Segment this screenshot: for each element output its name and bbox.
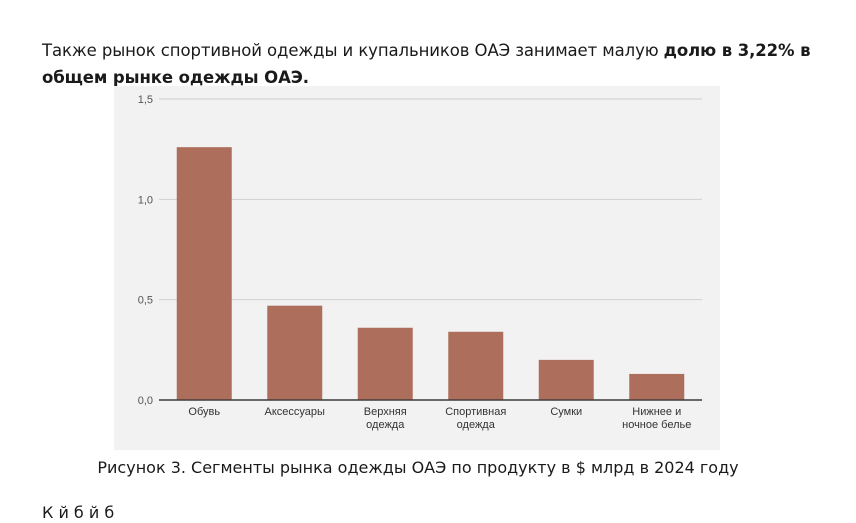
bar-4 — [448, 331, 504, 400]
x-tick-label: Верхняя одежда — [364, 406, 407, 431]
x-tick-label-line: Верхняя — [364, 406, 407, 418]
x-tick-label: Спортивная одежда — [445, 406, 506, 431]
x-tick-label: Сумки — [550, 406, 582, 418]
cut-off-text-line: К й б й б — [42, 503, 442, 523]
x-tick-label-line: Нижнее и — [632, 406, 681, 418]
y-tick-label: 0,5 — [138, 295, 153, 307]
bar-5 — [538, 359, 594, 400]
x-tick-label-line: Спортивная — [445, 406, 506, 418]
bar-1 — [176, 147, 232, 400]
bar-2 — [267, 305, 323, 400]
y-tick-label: 0,0 — [138, 395, 153, 407]
bar-6 — [629, 373, 685, 400]
intro-paragraph: Также рынок спортивной одежды и купальни… — [42, 37, 812, 91]
x-tick-label-line: одежда — [366, 419, 405, 431]
x-tick-label: Обувь — [188, 406, 220, 418]
x-tick-label-line: Обувь — [188, 406, 220, 418]
x-tick-label-line: Сумки — [550, 406, 582, 418]
bar-3 — [357, 327, 413, 400]
x-tick-label-line: ночное белье — [622, 419, 691, 431]
bar-chart: 0,0 0,5 1,0 1,5 Обувь Аксессуары Верхняя одежда… — [114, 86, 720, 450]
y-tick-label: 1,0 — [138, 194, 153, 206]
x-tick-label: Аксессуары — [265, 406, 326, 418]
intro-bold: долю в 3,22% в общем рынке одежды ОАЭ — [42, 40, 811, 87]
intro-end: . — [302, 67, 309, 87]
figure-caption: Рисунок 3. Сегменты рынка одежды ОАЭ по … — [97, 458, 739, 477]
y-tick-label: 1,5 — [138, 94, 153, 106]
intro-text: Также рынок спортивной одежды и купальни… — [42, 40, 664, 60]
x-tick-label-line: Аксессуары — [265, 406, 326, 418]
x-tick-label-line: одежда — [457, 419, 496, 431]
x-tick-label: Нижнее и ночное белье — [622, 406, 691, 431]
